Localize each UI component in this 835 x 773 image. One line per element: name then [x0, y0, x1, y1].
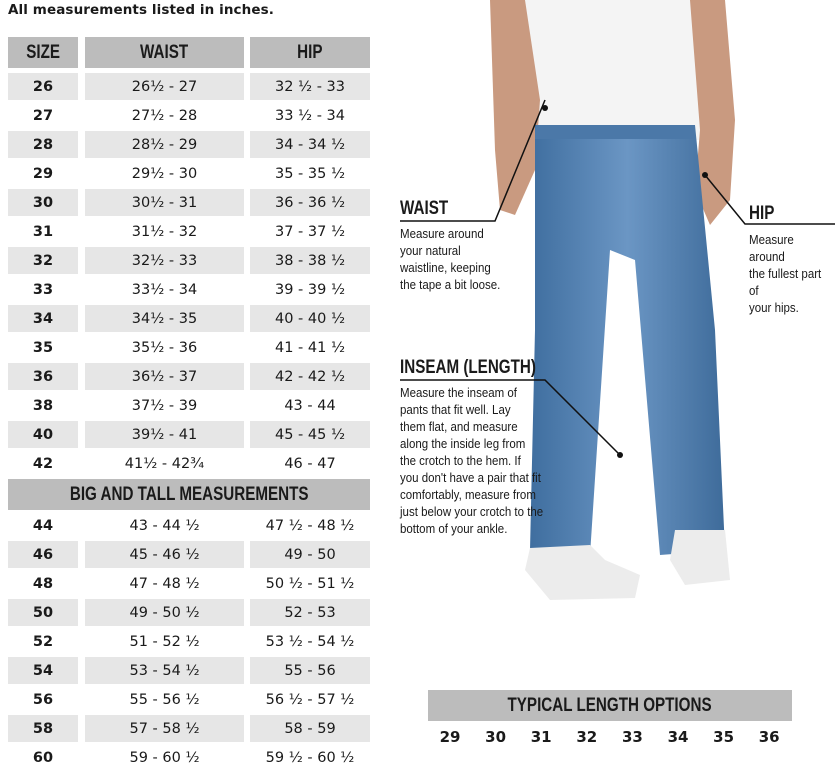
inseam-callout-title: INSEAM (LENGTH)	[400, 357, 536, 378]
table-cell-waist: 29½ - 30	[131, 165, 198, 182]
table-cell-hip: 55 - 56	[250, 657, 370, 684]
table-cell-hip: 33 ½ - 34	[274, 107, 345, 124]
table-cell-size: 50	[8, 599, 78, 626]
table-cell-size: 29	[32, 165, 54, 182]
length-option: 36	[758, 728, 780, 746]
length-option: 30	[485, 728, 507, 746]
table-cell-hip: 58 - 59	[250, 715, 370, 742]
waist-callout-text: Measure around your natural waistline, k…	[400, 227, 501, 292]
length-option: 33	[621, 728, 643, 746]
table-cell-hip: 47 ½ - 48 ½	[265, 517, 355, 534]
table-cell-hip: 35 - 35 ½	[274, 165, 345, 182]
table-cell-waist: 35½ - 36	[131, 339, 198, 356]
table-cell-hip: 41 - 41 ½	[274, 339, 345, 356]
table-cell-hip: 43 - 44	[284, 397, 336, 414]
table-cell-hip: 39 - 39 ½	[274, 281, 345, 298]
table-cell-waist: 34½ - 35	[85, 305, 244, 332]
length-option: 29	[439, 728, 461, 746]
table-cell-waist: 53 - 54 ½	[85, 657, 244, 684]
column-header-waist: WAIST	[85, 37, 244, 68]
table-cell-size: 56	[32, 691, 54, 708]
table-cell-size: 28	[8, 131, 78, 158]
table-cell-hip: 32 ½ - 33	[250, 73, 370, 100]
table-cell-waist: 36½ - 37	[85, 363, 244, 390]
table-cell-hip: 53 ½ - 54 ½	[265, 633, 355, 650]
table-cell-hip: 56 ½ - 57 ½	[265, 691, 355, 708]
table-cell-waist: 59 - 60 ½	[129, 749, 200, 766]
table-cell-waist: 51 - 52 ½	[129, 633, 200, 650]
length-option: 35	[713, 728, 735, 746]
table-cell-waist: 26½ - 27	[85, 73, 244, 100]
table-cell-size: 30	[8, 189, 78, 216]
inseam-callout-text: Measure the inseam of pants that fit wel…	[400, 386, 544, 536]
table-cell-hip: 49 - 50	[250, 541, 370, 568]
table-cell-size: 60	[32, 749, 54, 766]
table-cell-waist: 57 - 58 ½	[85, 715, 244, 742]
table-cell-size: 46	[8, 541, 78, 568]
table-cell-hip: 40 - 40 ½	[250, 305, 370, 332]
table-cell-hip: 46 - 47	[284, 455, 336, 472]
table-cell-waist: 47 - 48 ½	[129, 575, 200, 592]
length-option: 32	[576, 728, 598, 746]
waist-callout-title: WAIST	[400, 198, 449, 219]
length-option: 34	[667, 728, 689, 746]
table-cell-hip: 50 ½ - 51 ½	[265, 575, 355, 592]
table-cell-size: 31	[32, 223, 54, 240]
table-cell-size: 34	[8, 305, 78, 332]
table-cell-hip: 38 - 38 ½	[250, 247, 370, 274]
table-cell-waist: 37½ - 39	[131, 397, 198, 414]
table-cell-hip: 34 - 34 ½	[250, 131, 370, 158]
table-cell-waist: 55 - 56 ½	[129, 691, 200, 708]
table-cell-waist: 45 - 46 ½	[85, 541, 244, 568]
table-cell-waist: 32½ - 33	[85, 247, 244, 274]
table-cell-waist: 49 - 50 ½	[85, 599, 244, 626]
hip-callout-title: HIP	[749, 203, 775, 224]
measurement-note: All measurements listed in inches.	[8, 2, 274, 18]
table-cell-hip: 37 - 37 ½	[274, 223, 345, 240]
table-cell-hip: 36 - 36 ½	[250, 189, 370, 216]
table-cell-size: 26	[8, 73, 78, 100]
table-cell-hip: 52 - 53	[250, 599, 370, 626]
length-options-header: TYPICAL LENGTH OPTIONS	[428, 690, 792, 721]
table-cell-size: 54	[8, 657, 78, 684]
table-cell-size: 40	[8, 421, 78, 448]
column-header-hip: HIP	[250, 37, 370, 68]
table-cell-hip: 59 ½ - 60 ½	[265, 749, 355, 766]
table-cell-size: 38	[32, 397, 54, 414]
table-cell-size: 35	[32, 339, 54, 356]
table-cell-size: 32	[8, 247, 78, 274]
table-cell-waist: 39½ - 41	[85, 421, 244, 448]
table-cell-waist: 31½ - 32	[131, 223, 198, 240]
table-cell-waist: 33½ - 34	[131, 281, 198, 298]
table-cell-size: 42	[32, 455, 54, 472]
big-and-tall-header: BIG AND TALL MEASUREMENTS	[8, 479, 370, 510]
table-cell-waist: 27½ - 28	[131, 107, 198, 124]
column-header-size: SIZE	[8, 37, 78, 68]
table-cell-waist: 41½ - 42¾	[124, 455, 205, 472]
table-cell-size: 36	[8, 363, 78, 390]
table-cell-hip: 45 - 45 ½	[250, 421, 370, 448]
table-cell-waist: 43 - 44 ½	[129, 517, 200, 534]
table-cell-size: 33	[32, 281, 54, 298]
table-cell-waist: 30½ - 31	[85, 189, 244, 216]
table-cell-size: 48	[32, 575, 54, 592]
hip-callout-text: Measure around the fullest part of your …	[749, 233, 822, 315]
table-cell-size: 27	[32, 107, 54, 124]
table-cell-hip: 42 - 42 ½	[250, 363, 370, 390]
table-cell-size: 52	[32, 633, 54, 650]
table-cell-size: 58	[8, 715, 78, 742]
table-cell-size: 44	[32, 517, 54, 534]
length-option: 31	[530, 728, 552, 746]
table-cell-waist: 28½ - 29	[85, 131, 244, 158]
